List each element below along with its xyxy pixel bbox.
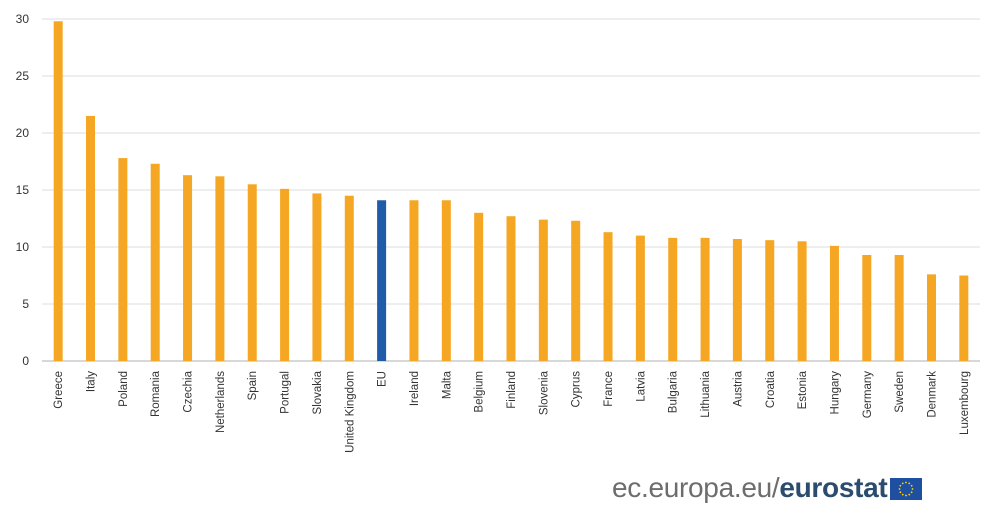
- source-url-text: ec.europa.eu/: [612, 472, 780, 503]
- x-tick-label: Estonia: [797, 370, 809, 409]
- flag-star: [908, 482, 911, 485]
- bar-hungary: [829, 245, 839, 361]
- bar-lithuania: [700, 237, 710, 361]
- y-tick-label: 10: [16, 240, 30, 254]
- bar-slovakia: [312, 193, 322, 361]
- eu-flag-icon: [890, 478, 923, 500]
- bar-chart: 0 5 10 15 20 25 30 Greece Italy Poland Romania Cze…: [16, 12, 980, 453]
- x-tick-label: Czechia: [183, 370, 195, 412]
- x-tick-label: Lithuania: [700, 370, 712, 417]
- bar-austria: [732, 239, 742, 361]
- x-tick-label: Italy: [86, 371, 98, 392]
- flag-star: [899, 488, 901, 490]
- bar-belgium: [474, 212, 484, 361]
- bar-malta: [441, 200, 451, 361]
- x-tick-label: Denmark: [926, 371, 938, 418]
- bar-france: [603, 232, 613, 361]
- bar-slovenia: [538, 219, 548, 361]
- bar-bulgaria: [668, 237, 678, 361]
- bar-portugal: [280, 188, 290, 361]
- y-tick-label: 25: [16, 69, 30, 83]
- x-tick-label: Sweden: [894, 371, 906, 413]
- flag-star: [911, 484, 913, 487]
- x-tick-label: Belgium: [474, 371, 486, 413]
- bar-germany: [862, 254, 872, 361]
- bar-sweden: [894, 254, 904, 361]
- x-tick-label: EU: [377, 371, 389, 387]
- bar-italy: [86, 115, 96, 362]
- bar-finland: [506, 216, 516, 361]
- y-tick-label: 15: [16, 183, 30, 197]
- x-tick-label: Slovenia: [538, 370, 550, 415]
- bars: [53, 21, 969, 362]
- bar-greece: [53, 21, 63, 362]
- x-tick-label: Bulgaria: [668, 370, 680, 413]
- bar-romania: [150, 163, 160, 361]
- x-tick-label: Latvia: [635, 370, 647, 401]
- bar-eu: [377, 200, 387, 361]
- flag-star: [911, 491, 913, 494]
- flag-star: [908, 493, 911, 496]
- x-tick-label: Slovakia: [312, 370, 324, 414]
- source-attribution: ec.europa.eu/eurostat: [612, 470, 923, 506]
- x-tick-label: Greece: [53, 371, 65, 409]
- x-tick-label: Germany: [862, 371, 874, 419]
- bar-latvia: [635, 235, 645, 361]
- bar-netherlands: [215, 176, 225, 361]
- bar-spain: [247, 184, 257, 361]
- x-tick-label: United Kingdom: [344, 371, 356, 453]
- x-tick-label: Cyprus: [571, 371, 583, 408]
- x-tick-label: Luxembourg: [959, 371, 971, 435]
- x-tick-label: Romania: [150, 370, 162, 417]
- x-tick-label: Austria: [732, 370, 744, 406]
- bar-cyprus: [571, 220, 581, 361]
- x-tick-label: Croatia: [765, 370, 777, 408]
- bar-czechia: [183, 175, 193, 361]
- bar-ireland: [409, 200, 419, 361]
- bar-united-kingdom: [344, 195, 354, 361]
- bar-estonia: [797, 241, 807, 361]
- x-tick-label: Portugal: [280, 371, 292, 414]
- flag-star: [902, 482, 905, 485]
- flag-star: [905, 494, 908, 497]
- y-tick-label: 20: [16, 126, 30, 140]
- x-tick-label: Ireland: [409, 371, 421, 406]
- y-tick-label: 0: [22, 354, 29, 368]
- x-tick-label: France: [603, 371, 615, 407]
- flag-star: [899, 484, 902, 487]
- y-axis-tick-labels: 0 5 10 15 20 25 30: [16, 12, 30, 368]
- bar-croatia: [765, 240, 775, 361]
- y-tick-label: 30: [16, 12, 30, 26]
- y-tick-label: 5: [22, 297, 29, 311]
- bar-poland: [118, 158, 128, 361]
- x-tick-label: Poland: [118, 371, 130, 407]
- flag-star: [902, 493, 905, 496]
- x-tick-label: Netherlands: [215, 371, 227, 433]
- x-tick-label: Spain: [247, 371, 259, 400]
- flag-star: [905, 481, 908, 484]
- flag-star: [912, 488, 914, 490]
- x-tick-label: Malta: [441, 370, 453, 399]
- x-tick-label: Finland: [506, 371, 518, 409]
- bar-denmark: [926, 274, 936, 361]
- flag-star: [899, 491, 902, 494]
- bar-luxembourg: [959, 275, 969, 361]
- x-tick-label: Hungary: [829, 371, 841, 415]
- x-axis-tick-labels: Greece Italy Poland Romania Czechia Netherlan…: [53, 370, 971, 452]
- source-brand-text: eurostat: [779, 472, 888, 503]
